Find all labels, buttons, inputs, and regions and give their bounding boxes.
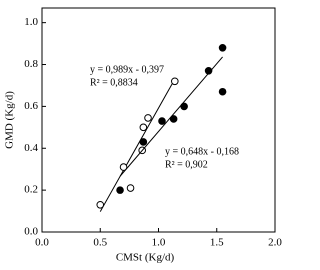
y-tick-label: 0.6 bbox=[24, 100, 38, 112]
y-tick-label: 0.4 bbox=[24, 142, 38, 154]
fit-line bbox=[99, 78, 176, 212]
y-tick-label: 0.8 bbox=[24, 58, 38, 70]
annotation: y = 0,989x - 0,397 bbox=[90, 64, 164, 75]
annotation: y = 0,648x - 0,168 bbox=[165, 146, 239, 157]
y-tick-label: 0.2 bbox=[24, 184, 38, 196]
data-point bbox=[96, 200, 105, 209]
data-point bbox=[116, 186, 124, 194]
y-tick-label: 1.0 bbox=[24, 16, 38, 28]
x-tick-label: 0.5 bbox=[93, 237, 107, 249]
data-point bbox=[139, 138, 148, 146]
data-point bbox=[119, 163, 128, 171]
x-axis-label: CMSt (Kg/d) bbox=[116, 252, 175, 264]
annotation: R² = 0,902 bbox=[165, 159, 208, 170]
x-tick-label: 0.0 bbox=[35, 237, 49, 249]
data-point bbox=[158, 117, 166, 125]
data-point bbox=[126, 184, 135, 192]
y-tick-label: 0.0 bbox=[24, 226, 38, 238]
data-point bbox=[169, 115, 178, 123]
y-axis-label: GMD (Kg/d) bbox=[4, 91, 16, 149]
chart: CMSt (Kg/d) GMD (Kg/d) 0.0 0.5 1.0 1.5 2.0 0.… bbox=[4, 7, 282, 264]
annotation: R² = 0,8834 bbox=[90, 77, 138, 88]
data-point bbox=[139, 123, 148, 132]
data-point bbox=[218, 87, 227, 96]
data-point bbox=[204, 67, 213, 75]
data-point bbox=[144, 114, 152, 122]
x-tick-label: 2.0 bbox=[268, 237, 282, 249]
x-tick-label: 1.0 bbox=[152, 237, 166, 249]
data-point bbox=[171, 77, 179, 86]
data-point bbox=[218, 43, 227, 52]
x-tick-label: 1.5 bbox=[210, 237, 224, 249]
data-point bbox=[180, 102, 188, 111]
